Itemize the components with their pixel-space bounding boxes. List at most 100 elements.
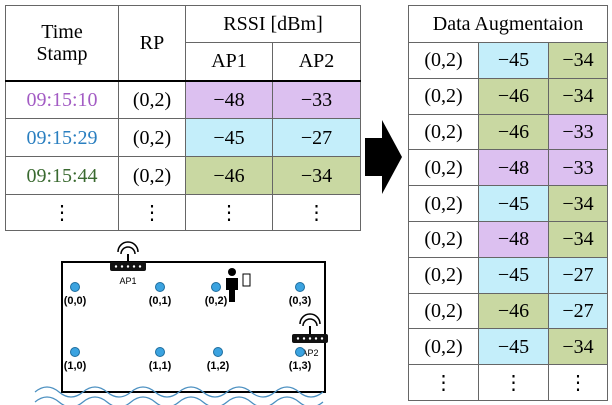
cell: −48 — [186, 81, 273, 119]
rp-dot — [156, 283, 165, 292]
wifi-arc — [121, 247, 135, 254]
cell: (0,2) — [409, 293, 479, 329]
row: (0,2)−45−27 — [409, 257, 608, 293]
led — [297, 337, 299, 339]
cell: (0,2) — [119, 119, 186, 157]
row: (0,2)−45−34 — [409, 329, 608, 365]
rp-dot — [156, 348, 165, 357]
cell: −34 — [549, 221, 608, 257]
cell: −34 — [549, 329, 608, 365]
cell: −33 — [549, 114, 608, 150]
cell: ⋮ — [119, 195, 186, 231]
header-cell: RSSI [dBm] — [186, 6, 361, 43]
cell: −27 — [549, 293, 608, 329]
cell: ⋮ — [409, 365, 479, 401]
cell: 09:15:10 — [6, 81, 119, 119]
cell: 09:15:29 — [6, 119, 119, 157]
augmented-table: Data Augmentaion(0,2)−45−34(0,2)−46−34(0… — [408, 5, 608, 401]
cell: (0,2) — [409, 221, 479, 257]
room — [62, 262, 325, 392]
cell: −34 — [549, 78, 608, 114]
led — [321, 337, 323, 339]
cell: −46 — [479, 78, 549, 114]
rp-label: (0,0) — [64, 295, 87, 307]
cell: −45 — [479, 43, 549, 79]
cell: ⋮ — [186, 195, 273, 231]
led — [133, 265, 135, 267]
phone — [243, 274, 250, 286]
person-head — [228, 268, 236, 276]
cell: (0,2) — [409, 257, 479, 293]
row: ⋮⋮⋮⋮ — [6, 195, 361, 231]
rp-label: (1,3) — [289, 360, 312, 372]
row: (0,2)−46−27 — [409, 293, 608, 329]
cell: ⋮ — [549, 365, 608, 401]
rp-label: (0,2) — [205, 295, 228, 307]
cell: (0,2) — [409, 78, 479, 114]
rp-dot — [71, 348, 80, 357]
cell: (0,2) — [409, 114, 479, 150]
row: (0,2)−48−34 — [409, 221, 608, 257]
header-cell: AP1 — [186, 43, 273, 81]
header-cell: Time Stamp — [6, 6, 119, 81]
rp-dot — [214, 348, 223, 357]
cell: (0,2) — [409, 150, 479, 186]
rp-dot — [71, 283, 80, 292]
header-cell: AP2 — [273, 43, 361, 81]
cell: −45 — [479, 257, 549, 293]
led — [127, 265, 129, 267]
row: (0,2)−45−34 — [409, 186, 608, 222]
cell: (0,2) — [409, 329, 479, 365]
cell: −45 — [479, 329, 549, 365]
cell: −33 — [549, 150, 608, 186]
rp-label: (1,1) — [149, 360, 172, 372]
rp-dot — [212, 283, 221, 292]
cell: −46 — [479, 293, 549, 329]
wifi-arc — [303, 319, 317, 326]
rp-label: (0,1) — [149, 295, 172, 307]
led — [115, 265, 117, 267]
rp-dot — [296, 348, 305, 357]
led — [139, 265, 141, 267]
led — [309, 337, 311, 339]
cell: −34 — [549, 186, 608, 222]
row: (0,2)−48−33 — [409, 150, 608, 186]
header-row: Data Augmentaion — [409, 6, 608, 43]
cell: −33 — [273, 81, 361, 119]
row: 09:15:29(0,2)−45−27 — [6, 119, 361, 157]
person-body — [226, 278, 238, 302]
led — [121, 265, 123, 267]
row: (0,2)−45−34 — [409, 43, 608, 79]
cell: −46 — [186, 157, 273, 195]
rp-label: (1,2) — [207, 360, 230, 372]
cell: −45 — [479, 186, 549, 222]
rp-label: (1,0) — [64, 360, 87, 372]
cell: −34 — [549, 43, 608, 79]
arrow — [365, 120, 402, 194]
ap-label: AP1 — [119, 276, 136, 286]
led — [303, 337, 305, 339]
cell: 09:15:44 — [6, 157, 119, 195]
header-cell: RP — [119, 6, 186, 81]
cell: ⋮ — [273, 195, 361, 231]
cell: −27 — [549, 257, 608, 293]
cell: (0,2) — [119, 81, 186, 119]
cell: −27 — [273, 119, 361, 157]
led — [315, 337, 317, 339]
header-cell: Data Augmentaion — [409, 6, 608, 43]
cell: ⋮ — [479, 365, 549, 401]
cell: (0,2) — [119, 157, 186, 195]
cell: −34 — [273, 157, 361, 195]
row: 09:15:44(0,2)−46−34 — [6, 157, 361, 195]
cell: −48 — [479, 221, 549, 257]
cell: (0,2) — [409, 43, 479, 79]
cell: −48 — [479, 150, 549, 186]
cell: −46 — [479, 114, 549, 150]
row: 09:15:10(0,2)−48−33 — [6, 81, 361, 119]
cell: ⋮ — [6, 195, 119, 231]
cell: −45 — [186, 119, 273, 157]
row: ⋮⋮⋮ — [409, 365, 608, 401]
waves — [35, 387, 323, 405]
